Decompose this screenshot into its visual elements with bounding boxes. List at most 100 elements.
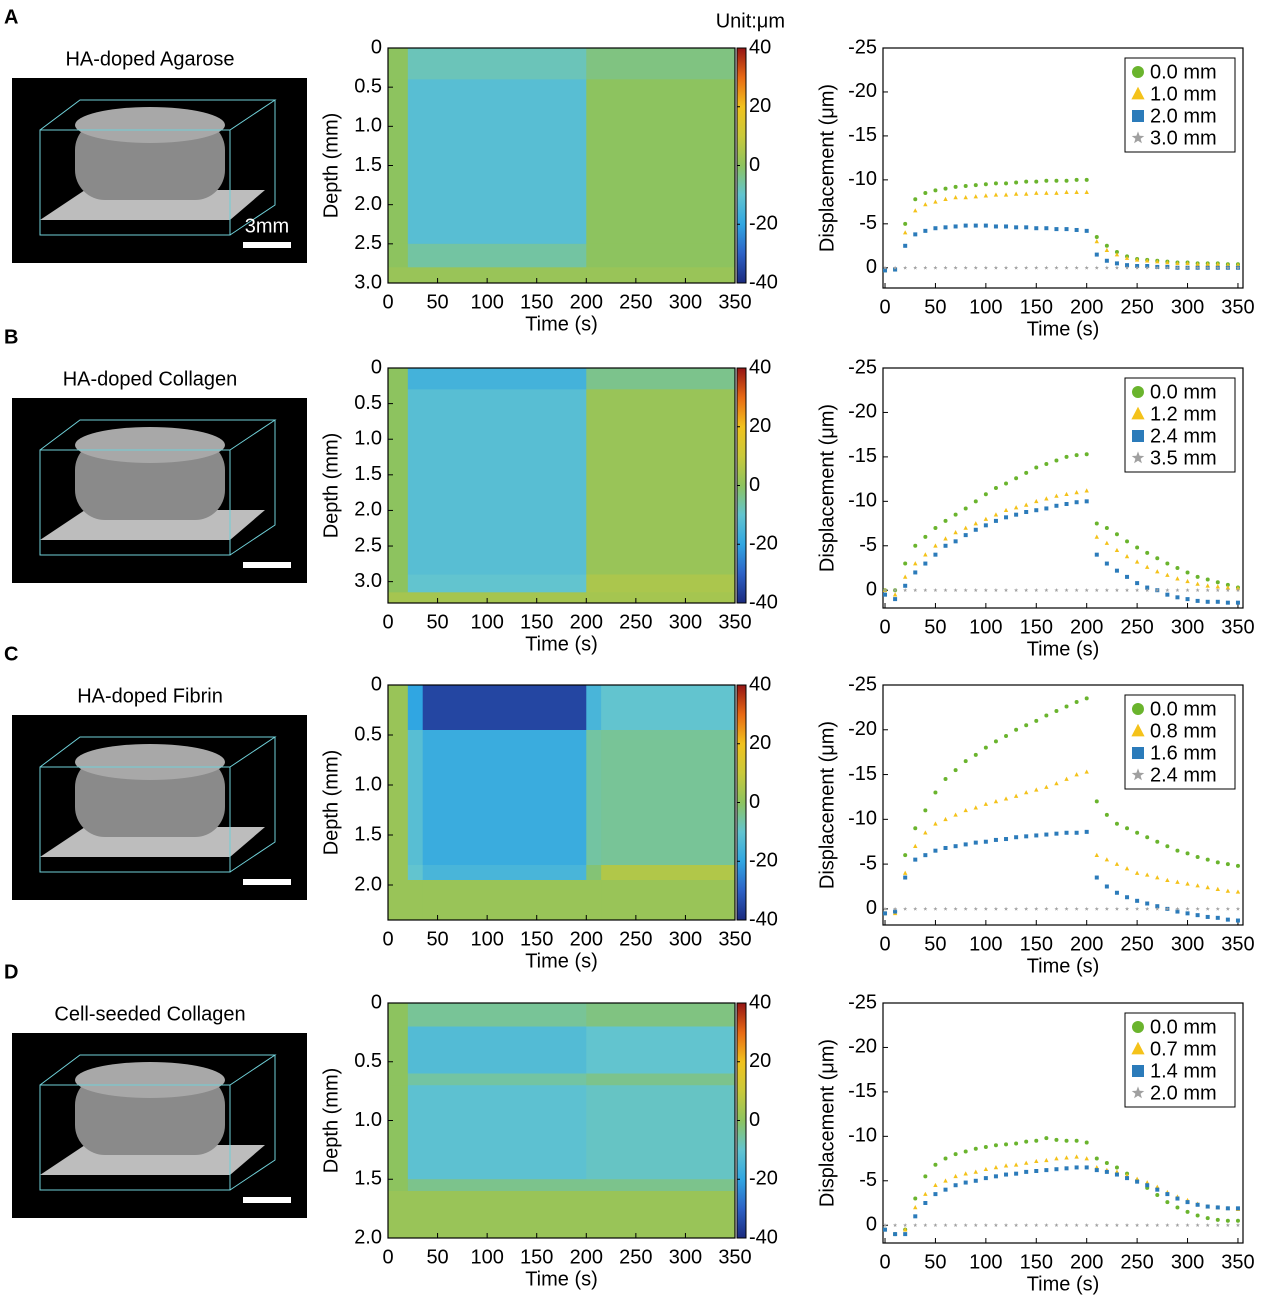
data-point xyxy=(1175,909,1180,914)
x-tick-label: 150 xyxy=(1020,1251,1053,1273)
legend-label: 3.0 mm xyxy=(1150,127,1217,149)
y-tick-label: 2.0 xyxy=(354,1226,382,1248)
legend-label: 1.2 mm xyxy=(1150,403,1217,425)
data-point xyxy=(943,906,948,911)
x-tick-label: 50 xyxy=(426,611,448,633)
photo-title: HA-doped Collagen xyxy=(63,368,238,390)
data-point xyxy=(1104,561,1109,566)
y-tick-label: 1.5 xyxy=(354,463,382,485)
sample-top xyxy=(75,1062,225,1098)
data-point xyxy=(993,739,998,744)
colorbar-tick-label: -40 xyxy=(749,1226,778,1248)
x-tick-label: 0 xyxy=(382,291,393,313)
data-point xyxy=(1165,588,1170,592)
data-point xyxy=(1195,574,1200,579)
data-point xyxy=(943,518,948,523)
x-tick-label: 350 xyxy=(1221,616,1254,638)
heat-cell xyxy=(388,685,409,731)
data-point xyxy=(1125,539,1130,544)
x-tick-label: 100 xyxy=(470,611,503,633)
data-point xyxy=(903,588,908,592)
scale-bar xyxy=(243,1197,291,1203)
data-point xyxy=(913,265,918,270)
data-point xyxy=(1003,1163,1009,1168)
data-point xyxy=(903,853,908,858)
data-point xyxy=(1235,588,1241,592)
data-point xyxy=(1165,1200,1170,1205)
data-point xyxy=(973,805,978,810)
data-point xyxy=(913,543,918,548)
heat-cell xyxy=(586,1085,736,1180)
data-point xyxy=(1215,886,1220,891)
data-point xyxy=(1114,1165,1119,1170)
data-point xyxy=(1215,915,1220,920)
data-point xyxy=(953,906,958,911)
data-point xyxy=(882,265,888,270)
data-point xyxy=(1225,600,1230,605)
data-point xyxy=(1084,265,1089,270)
x-tick-label: 300 xyxy=(669,1246,702,1268)
data-point xyxy=(1094,252,1099,257)
data-point xyxy=(963,906,968,911)
data-point xyxy=(1114,249,1119,254)
y-tick-label: -5 xyxy=(859,1169,877,1191)
data-point xyxy=(1145,550,1150,555)
x-tick-label: 100 xyxy=(470,1246,503,1268)
data-point xyxy=(1175,1196,1180,1201)
data-point xyxy=(1114,1223,1119,1227)
sample-top xyxy=(75,744,225,780)
y-tick-label: -5 xyxy=(859,852,877,874)
data-point xyxy=(893,1232,898,1237)
data-point xyxy=(1205,599,1210,604)
legend-marker xyxy=(1132,430,1144,442)
data-point xyxy=(1084,499,1089,504)
heat-cell xyxy=(388,368,409,390)
data-point xyxy=(1235,889,1241,894)
data-point xyxy=(963,842,968,847)
colorbar-tick-label: 0 xyxy=(749,154,760,176)
data-point xyxy=(943,543,948,548)
data-point xyxy=(1175,576,1180,581)
data-point xyxy=(1145,906,1150,911)
data-point xyxy=(953,1223,958,1227)
scale-bar-label: 3mm xyxy=(245,215,289,237)
y-tick-label: 0.5 xyxy=(354,723,382,745)
scale-bar xyxy=(243,562,291,568)
data-point xyxy=(1094,534,1099,539)
data-point xyxy=(1225,265,1230,270)
data-point xyxy=(993,1143,998,1148)
data-point xyxy=(1215,860,1220,865)
heat-cell xyxy=(388,1085,409,1180)
data-point xyxy=(1125,826,1130,831)
data-point xyxy=(1185,911,1190,916)
data-point xyxy=(1044,190,1049,195)
y-tick-label: 0 xyxy=(866,1214,877,1236)
data-point xyxy=(1225,906,1230,911)
data-point xyxy=(1124,906,1130,911)
x-tick-label: 150 xyxy=(520,1246,553,1268)
data-point xyxy=(1003,588,1009,592)
data-point xyxy=(1044,906,1049,911)
data-point xyxy=(1074,772,1079,777)
data-point xyxy=(913,826,918,831)
colorbar-tick-label: 40 xyxy=(749,356,771,378)
data-point xyxy=(1114,261,1119,266)
data-point xyxy=(983,839,988,844)
y-tick-label: -15 xyxy=(848,124,877,146)
heat-cell xyxy=(422,730,587,866)
data-point xyxy=(1054,265,1059,270)
data-point xyxy=(1114,821,1119,826)
data-point xyxy=(913,857,918,862)
data-point xyxy=(933,1192,938,1197)
legend-label: 2.0 mm xyxy=(1150,1082,1217,1104)
heat-cell xyxy=(388,1026,409,1074)
x-tick-label: 100 xyxy=(470,291,503,313)
data-point xyxy=(893,1223,898,1227)
data-point xyxy=(1034,265,1039,270)
data-point xyxy=(1054,503,1059,508)
heat-cell xyxy=(407,592,587,604)
data-point xyxy=(1044,588,1049,592)
y-tick-label: 1.0 xyxy=(354,427,382,449)
x-tick-label: 200 xyxy=(570,611,603,633)
data-point xyxy=(933,526,938,530)
